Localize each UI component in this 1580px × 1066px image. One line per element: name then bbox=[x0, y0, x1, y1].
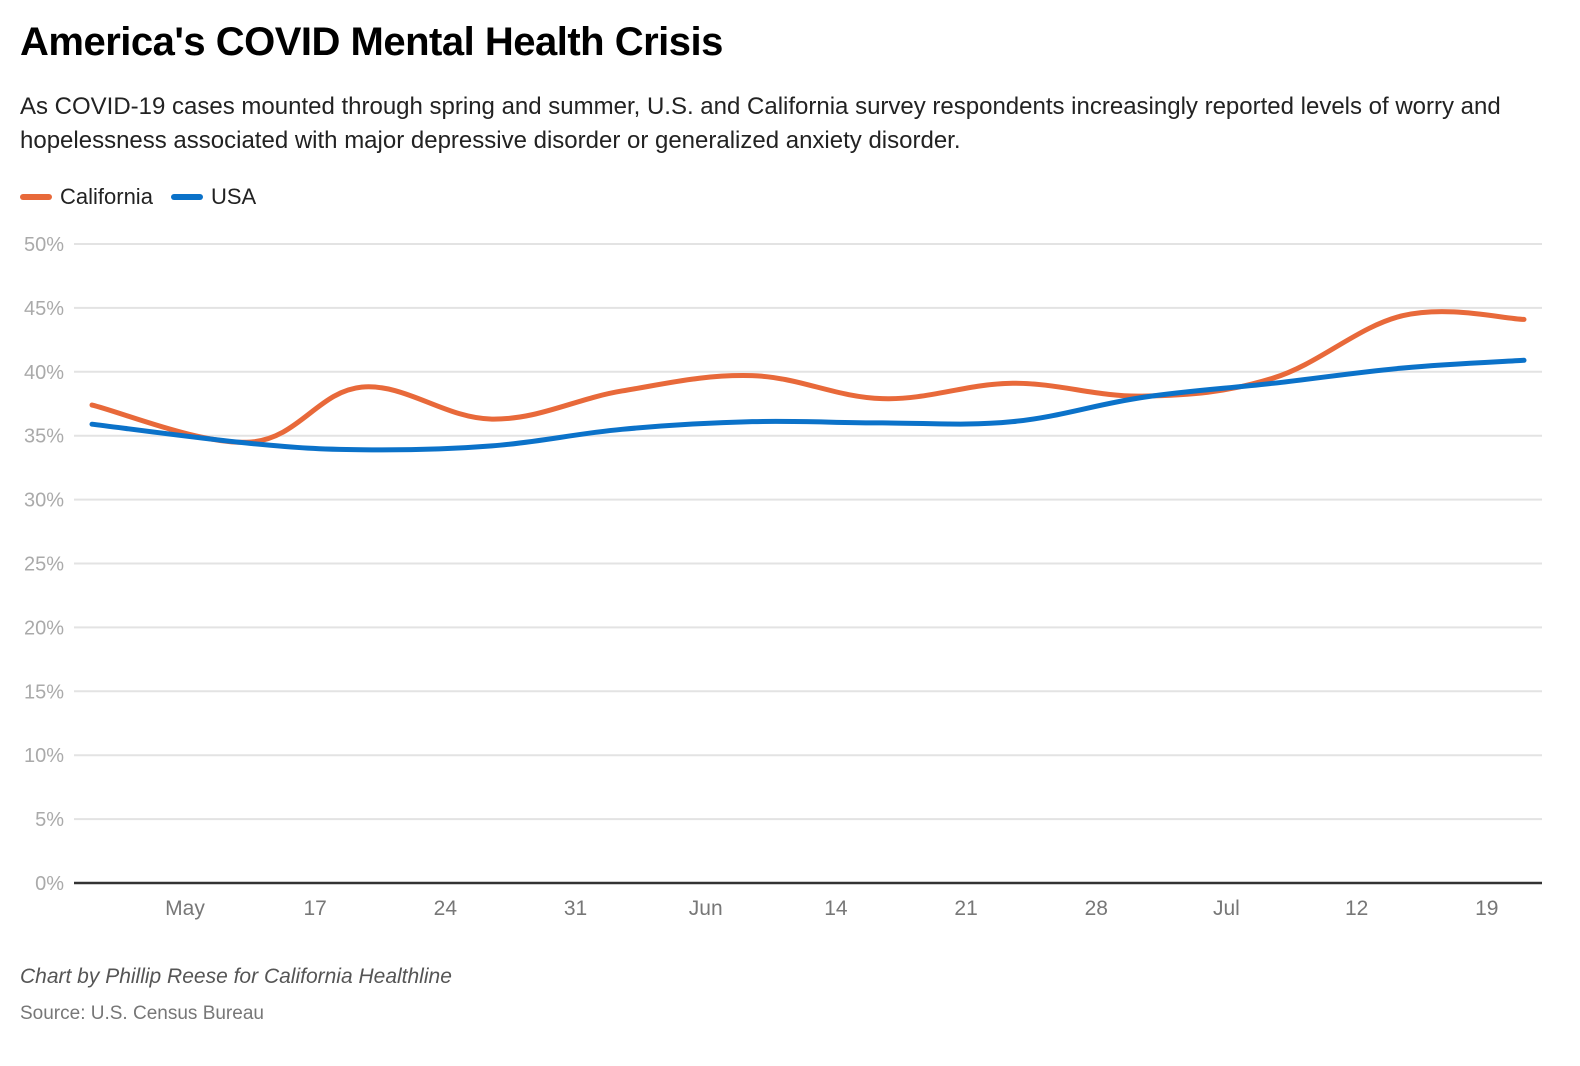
legend-swatch-usa bbox=[170, 194, 203, 200]
y-tick-label: 0% bbox=[35, 873, 64, 895]
y-tick-label: 20% bbox=[24, 617, 64, 639]
x-tick-label: 24 bbox=[434, 897, 458, 920]
chart-title: America's COVID Mental Health Crisis bbox=[20, 20, 723, 64]
x-tick-label: 17 bbox=[303, 897, 326, 920]
legend-item-california[interactable]: California bbox=[20, 184, 153, 210]
y-tick-label: 25% bbox=[24, 554, 64, 576]
series-line-california bbox=[89, 309, 1527, 445]
x-tick-label: 28 bbox=[1085, 897, 1108, 920]
x-tick-label: 19 bbox=[1475, 897, 1498, 920]
y-tick-label: 5% bbox=[35, 809, 64, 831]
series-line-usa bbox=[89, 357, 1527, 453]
y-tick-label: 30% bbox=[24, 490, 64, 512]
x-tick-label: May bbox=[165, 897, 205, 920]
x-tick-label: 31 bbox=[564, 897, 587, 920]
legend: California USA bbox=[20, 184, 274, 210]
y-tick-label: 10% bbox=[24, 745, 64, 767]
gridlines bbox=[74, 243, 1542, 821]
x-tick-label: Jun bbox=[689, 897, 723, 920]
chart-credit: Chart by Phillip Reese for California He… bbox=[20, 965, 452, 988]
legend-item-usa[interactable]: USA bbox=[170, 184, 257, 210]
y-tick-label: 35% bbox=[24, 426, 64, 448]
x-tick-label: 14 bbox=[824, 897, 848, 920]
y-tick-label: 15% bbox=[24, 681, 64, 703]
x-tick-label: 21 bbox=[954, 897, 977, 920]
legend-label-california: California bbox=[60, 184, 153, 209]
series-lines bbox=[89, 309, 1527, 453]
x-axis: May 17 24 31 Jun 14 21 28 Jul 12 19 bbox=[74, 881, 1542, 920]
legend-label-usa: USA bbox=[210, 184, 257, 209]
chart-source: Source: U.S. Census Bureau bbox=[20, 1003, 264, 1024]
x-tick-label: 12 bbox=[1345, 897, 1368, 920]
chart-subtitle: As COVID-19 cases mounted through spring… bbox=[20, 93, 1501, 154]
y-tick-label: 45% bbox=[24, 298, 64, 320]
y-tick-label: 50% bbox=[24, 234, 64, 256]
legend-swatch-california bbox=[20, 194, 52, 200]
x-tick-label: Jul bbox=[1213, 897, 1240, 920]
y-tick-label: 40% bbox=[24, 362, 64, 384]
line-chart: 0% 5% 10% 15% 20% 25% 30% 35% 40% 45% 50% May 17 24 3… bbox=[24, 234, 1542, 920]
y-axis: 0% 5% 10% 15% 20% 25% 30% 35% 40% 45% 50% bbox=[24, 234, 64, 895]
